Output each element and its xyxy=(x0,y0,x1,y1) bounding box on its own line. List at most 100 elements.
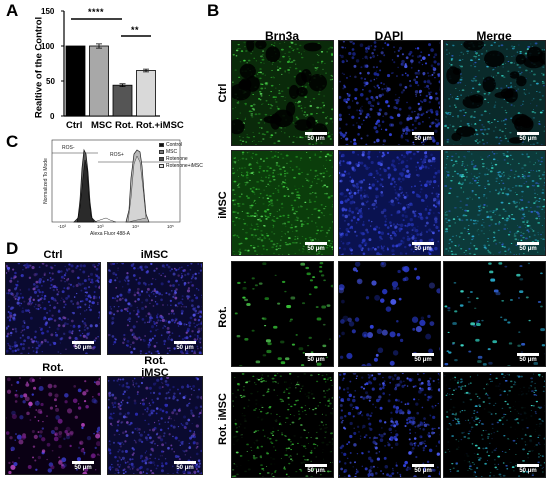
scale-bar-line xyxy=(412,242,434,245)
panel-label-c: C xyxy=(6,132,19,151)
scale-bar-line xyxy=(517,353,539,356)
scale-bar-label: 50 μm xyxy=(307,357,325,363)
scale-bar-label: 50 μm xyxy=(519,136,537,142)
scale-bar-label: 50 μm xyxy=(519,246,537,252)
bar-chart xyxy=(61,10,160,117)
histogram xyxy=(51,139,181,223)
scale-bar: 50 μm xyxy=(515,353,541,363)
x-tick-5: 10⁵ xyxy=(167,224,174,229)
scale-bar-label: 50 μm xyxy=(176,345,194,351)
panel-label-b: B xyxy=(207,1,220,20)
scale-bar-line xyxy=(72,461,94,464)
significance-label-2: ** xyxy=(131,25,140,35)
micrograph-ctrl-merge: 50 μm xyxy=(443,40,546,146)
gate-ros-neg: ROS- xyxy=(62,145,75,151)
y-tick-150: 150 xyxy=(41,7,55,16)
scale-bar-line xyxy=(517,464,539,467)
scale-bar: 50 μm xyxy=(172,461,198,471)
histogram-x-label: Alexa Fluor 488-A xyxy=(90,231,131,237)
scale-bar: 50 μm xyxy=(172,341,198,351)
micrograph-imsc-merge: 50 μm xyxy=(443,150,546,256)
scale-bar-line xyxy=(412,132,434,135)
scale-bar: 50 μm xyxy=(515,242,541,252)
micrograph-rot-dapi: 50 μm xyxy=(338,261,441,367)
legend-swatch-msc xyxy=(159,150,164,154)
scale-bar: 50 μm xyxy=(70,461,96,471)
scale-bar: 50 μm xyxy=(303,464,329,474)
bar-ctrl xyxy=(65,45,86,117)
msc-peak xyxy=(127,155,147,223)
scale-bar-line xyxy=(305,353,327,356)
scale-bar-line xyxy=(305,132,327,135)
micrograph-rot-imsc-dapi: 50 μm xyxy=(338,372,441,478)
bar-chart-panel: Realtive of the Control **** ** 0 50 100… xyxy=(0,0,200,135)
significance-label-1: **** xyxy=(88,7,105,17)
row-label-imsc: iMSC xyxy=(217,191,229,219)
panel-label-a: A xyxy=(6,1,19,20)
scale-bar-line xyxy=(517,132,539,135)
d-label-ctrl: Ctrl xyxy=(43,249,63,261)
row-label-rot-imsc: Rot. iMSC xyxy=(217,393,229,445)
row-label-rot: Rot. xyxy=(217,306,229,328)
scale-bar: 50 μm xyxy=(410,353,436,363)
micrograph-imsc-dapi: 50 μm xyxy=(338,150,441,256)
rotenone-imsc-peak xyxy=(76,159,95,223)
scale-bar-line xyxy=(72,341,94,344)
x-tick-msc: MSC xyxy=(91,120,113,131)
scale-bar: 50 μm xyxy=(410,132,436,142)
scale-bar-line xyxy=(517,242,539,245)
legend-msc: MSC xyxy=(166,149,178,155)
legend-swatch-control xyxy=(159,143,164,147)
x-tick-4: 10⁴ xyxy=(132,224,139,229)
error-bar-1 xyxy=(96,43,102,49)
d-label-rot: Rot. xyxy=(42,362,64,374)
legend-control: Control xyxy=(166,142,183,148)
panel-label-d: D xyxy=(6,239,19,258)
micrograph-ctrl-dapi: 50 μm xyxy=(338,40,441,146)
scale-bar-line xyxy=(305,242,327,245)
legend-swatch-rotenone-imsc xyxy=(159,164,164,168)
scale-bar-label: 50 μm xyxy=(74,465,92,471)
column-header-merge: Merge xyxy=(476,29,512,43)
micrograph-ctrl-brn3a: 50 μm xyxy=(231,40,334,146)
scale-bar-label: 50 μm xyxy=(307,136,325,142)
x-tick-0: 0 xyxy=(78,224,81,229)
bar-rot-imsc xyxy=(136,70,156,117)
scale-bar: 50 μm xyxy=(410,464,436,474)
ros-micrograph-ctrl: 50 μm xyxy=(5,262,101,355)
row-label-ctrl: Ctrl xyxy=(217,83,229,103)
scale-bar-line xyxy=(412,464,434,467)
x-tick-ctrl: Ctrl xyxy=(66,120,83,131)
ros-micrograph-imsc: 50 μm xyxy=(107,262,203,355)
x-tick-rot: Rot. xyxy=(115,120,134,131)
legend-rotenone: Rotenone xyxy=(166,156,188,162)
scale-bar: 50 μm xyxy=(303,353,329,363)
scale-bar-label: 50 μm xyxy=(414,136,432,142)
micrograph-imsc-brn3a: 50 μm xyxy=(231,150,334,256)
scale-bar: 50 μm xyxy=(515,464,541,474)
scale-bar: 50 μm xyxy=(303,132,329,142)
scale-bar: 50 μm xyxy=(303,242,329,252)
x-tick-rot-imsc: Rot.+iMSC xyxy=(136,120,184,131)
scale-bar-label: 50 μm xyxy=(414,357,432,363)
micrograph-rot-imsc-merge: 50 μm xyxy=(443,372,546,478)
scale-bar-line xyxy=(412,353,434,356)
ros-micrograph-rot: 50 μm xyxy=(5,376,101,475)
x-tick-neg3: -10³ xyxy=(58,224,67,229)
legend-swatch-rotenone xyxy=(159,157,164,161)
scale-bar-label: 50 μm xyxy=(414,246,432,252)
scale-bar-label: 50 μm xyxy=(74,345,92,351)
scale-bar-label: 50 μm xyxy=(307,246,325,252)
y-tick-50: 50 xyxy=(46,77,55,86)
micrograph-rot-brn3a: 50 μm xyxy=(231,261,334,367)
d-label-rot-imsc: Rot. iMSC xyxy=(141,355,169,379)
histogram-y-label: Normalized To Mode xyxy=(43,158,49,204)
scale-bar-line xyxy=(174,461,196,464)
column-header-dapi: DAPI xyxy=(374,29,404,43)
y-tick-0: 0 xyxy=(50,112,55,121)
d-label-imsc: iMSC xyxy=(140,249,169,261)
error-bar-2 xyxy=(119,83,126,87)
scale-bar-label: 50 μm xyxy=(519,468,537,474)
legend-rotenone-imsc: Rotenone+iMSC xyxy=(166,163,203,169)
micrograph-rot-merge: 50 μm xyxy=(443,261,546,367)
